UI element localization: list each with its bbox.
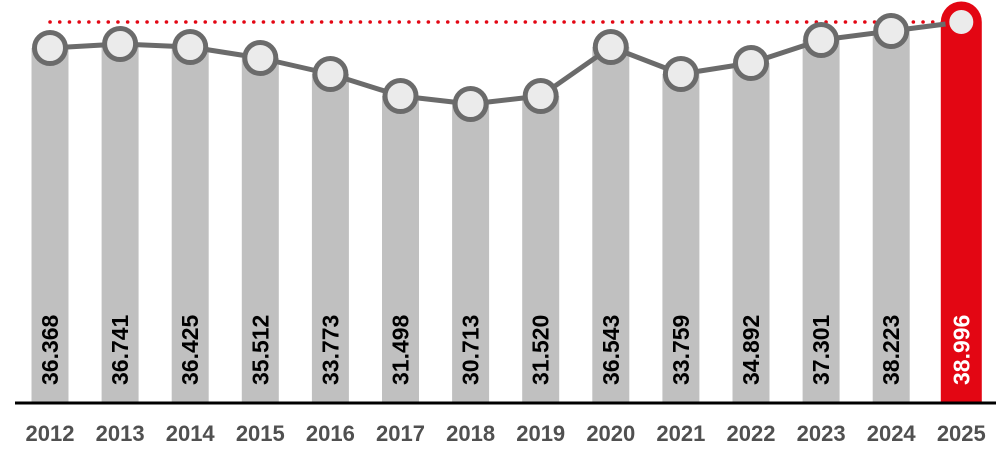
marker-2023	[803, 22, 840, 58]
bar-value-label: 35.512	[247, 315, 273, 385]
bar-2019	[522, 96, 560, 403]
marker-2022	[733, 45, 769, 81]
bar-value-label: 34.892	[738, 315, 764, 385]
marker-2021	[662, 56, 699, 92]
bar-2013	[101, 44, 139, 403]
bar-2025-highlight	[940, 1, 982, 403]
year-label-2018: 2018	[446, 421, 495, 446]
bar-value-label: 36.741	[107, 314, 133, 385]
marker-2017	[382, 78, 419, 114]
marker-2016	[312, 56, 349, 92]
bar-2021	[662, 74, 700, 403]
bar-value-label: 36.543	[598, 315, 624, 385]
year-label-2025: 2025	[937, 421, 986, 446]
year-label-2023: 2023	[797, 421, 846, 446]
year-label-2012: 2012	[26, 421, 75, 446]
bar-value-label: 36.425	[177, 314, 203, 385]
bar-value-label: 38.996	[948, 315, 974, 385]
bar-2016	[311, 74, 349, 403]
bar-value-label: 36.368	[37, 314, 63, 385]
bar-2024	[872, 31, 910, 403]
bar-2023	[802, 40, 840, 403]
marker-2024	[873, 13, 910, 49]
marker-2013	[102, 26, 139, 62]
bar-value-labels: 36.368 36.741 36.425 35.512 33.773 31.498 30.7…	[37, 314, 974, 385]
bar-value-label: 38.223	[878, 315, 904, 385]
year-label-2019: 2019	[516, 421, 565, 446]
marker-2018	[452, 86, 489, 122]
marker-2020	[592, 29, 629, 65]
year-label-2015: 2015	[236, 421, 285, 446]
year-label-2014: 2014	[166, 421, 216, 446]
bar-value-label: 30.713	[458, 315, 484, 385]
year-label-2017: 2017	[376, 421, 425, 446]
bar-2015	[241, 58, 279, 403]
marker-2019	[522, 78, 559, 114]
bar-2022	[732, 63, 770, 403]
bar-value-label: 33.773	[317, 315, 343, 385]
year-label-2022: 2022	[727, 421, 776, 446]
year-label-2024: 2024	[867, 421, 917, 446]
bar-2020	[592, 47, 630, 403]
year-label-2020: 2020	[586, 421, 635, 446]
x-axis-year-labels: 2012 2013 2014 2015 2016 2017 2018 2019 2020 2021…	[26, 421, 986, 446]
bar-2014	[171, 47, 209, 403]
marker-2012	[32, 30, 68, 66]
bar-value-label: 31.498	[388, 314, 414, 385]
bar-value-label: 33.759	[668, 315, 694, 385]
marker-2014	[172, 29, 209, 65]
bar-2012	[31, 48, 69, 403]
bar-2017	[382, 96, 419, 403]
markers-group	[32, 6, 978, 122]
bar-2018	[452, 104, 490, 403]
marker-2015	[242, 40, 279, 76]
bars-group	[31, 1, 982, 403]
year-label-2021: 2021	[656, 421, 705, 446]
year-label-2016: 2016	[306, 421, 355, 446]
marker-2025	[945, 6, 978, 38]
bar-value-label: 37.301	[808, 314, 834, 385]
bar-value-label: 31.520	[528, 315, 554, 385]
year-label-2013: 2013	[96, 421, 145, 446]
